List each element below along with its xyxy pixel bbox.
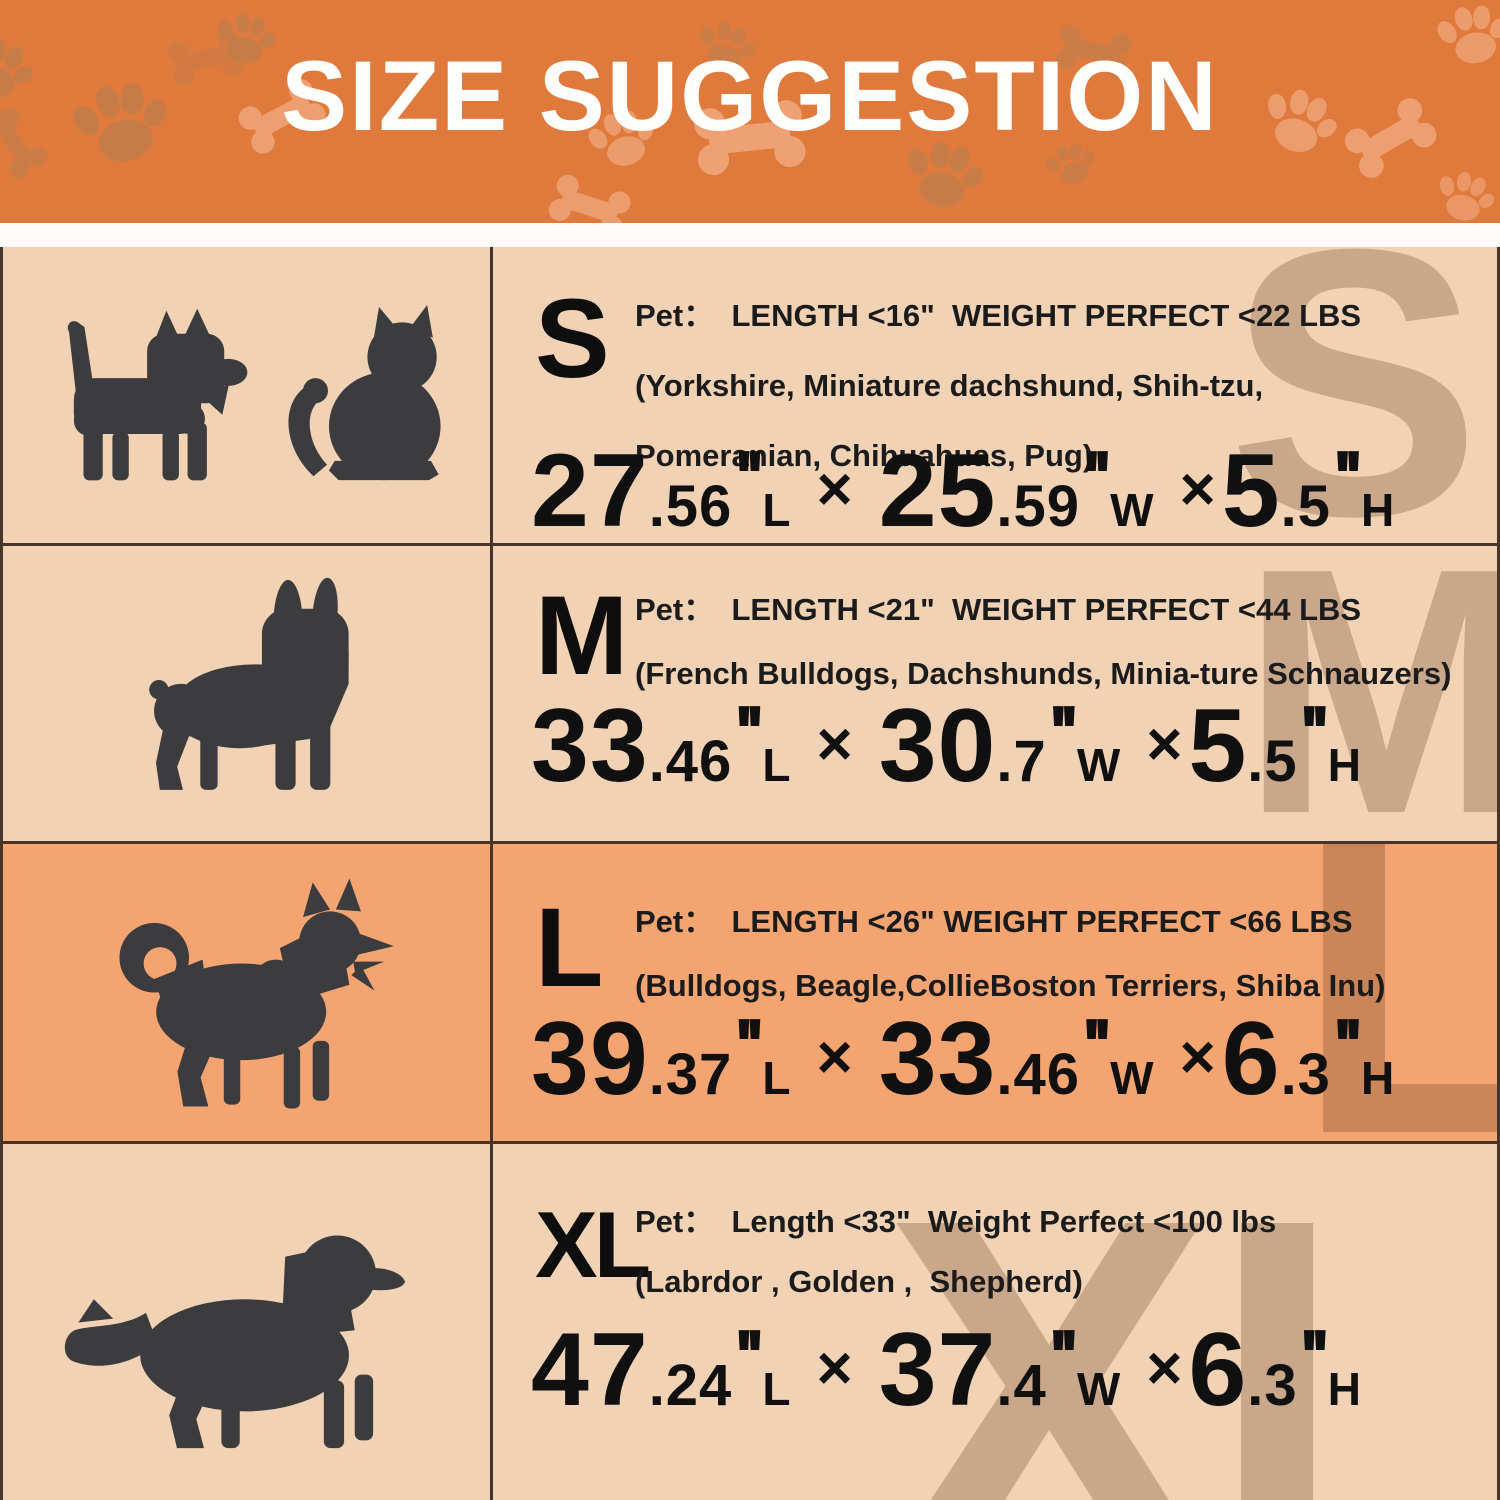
- size-letter: M: [535, 573, 628, 698]
- multiply-sign: ×: [1179, 455, 1216, 524]
- golden-retriever-icon: [61, 1189, 433, 1455]
- pet-spec-line: (Yorkshire, Miniature dachshund, Shih-tz…: [635, 368, 1264, 403]
- dimension-value: 6.3'' H: [1221, 1001, 1395, 1117]
- size-letter: S: [535, 276, 610, 401]
- bed-dimensions-line: 27.56'' L × 25.59'' W ×5.5'' H: [531, 439, 1489, 544]
- multiply-sign: ×: [1146, 1334, 1183, 1403]
- pet-silhouette-cell: [3, 1144, 493, 1500]
- multiply-sign: ×: [816, 1023, 853, 1092]
- multiply-sign: ×: [1179, 1023, 1216, 1092]
- pet-silhouette-cell: [3, 844, 493, 1141]
- multiply-sign: ×: [816, 1334, 853, 1403]
- dimension-value: 33.46'' L: [531, 688, 791, 804]
- size-letter: L: [535, 885, 603, 1010]
- pet-spec-lines: Pet： Length <33" Weight Perfect <100 lbs…: [635, 1192, 1276, 1312]
- multiply-sign: ×: [816, 455, 853, 524]
- dimension-value: 5.5'' H: [1221, 433, 1395, 544]
- pet-spec-line: Pet： Length <33" Weight Perfect <100 lbs: [635, 1204, 1277, 1239]
- pet-spec-line: Pet： LENGTH <21" WEIGHT PERFECT <44 LBS: [635, 592, 1362, 627]
- shiba-inu-icon: [94, 865, 399, 1121]
- size-info-cell: XL Pet： Length <33" Weight Perfect <100 …: [493, 1144, 1497, 1500]
- pet-silhouette-cell: [3, 247, 493, 543]
- pet-spec-line: Pet： LENGTH <26" WEIGHT PERFECT <66 LBS: [635, 904, 1353, 939]
- size-row: L L Pet： LENGTH <26" WEIGHT PERFECT <66 …: [3, 841, 1497, 1141]
- dimension-value: 5.5'' H: [1188, 688, 1361, 804]
- pet-silhouette-cell: [3, 546, 493, 841]
- multiply-sign: ×: [1146, 710, 1183, 779]
- multiply-sign: ×: [816, 710, 853, 779]
- dimension-value: 27.56'' L: [531, 433, 791, 544]
- pet-spec-lines: Pet： LENGTH <26" WEIGHT PERFECT <66 LBS (…: [635, 890, 1385, 1018]
- header-divider-strip: [0, 223, 1500, 247]
- dimension-value: 33.46'' W: [878, 1001, 1154, 1117]
- pet-spec-lines: Pet： LENGTH <16" WEIGHT PERFECT <22 LBS (…: [635, 281, 1361, 491]
- size-row: S S Pet： LENGTH <16" WEIGHT PERFECT <22 …: [3, 247, 1497, 543]
- bed-dimensions-line: 39.37'' L × 33.46'' W ×6.3'' H: [531, 1007, 1489, 1112]
- size-row: M M Pet： LENGTH <21" WEIGHT PERFECT <44 …: [3, 543, 1497, 841]
- size-info-cell: S Pet： LENGTH <16" WEIGHT PERFECT <22 LB…: [493, 247, 1497, 543]
- pet-spec-line: (French Bulldogs, Dachshunds, Minia-ture…: [635, 656, 1452, 691]
- dimension-value: 47.24'' L: [531, 1312, 791, 1428]
- size-info-cell: L Pet： LENGTH <26" WEIGHT PERFECT <66 LB…: [493, 844, 1497, 1141]
- bed-dimensions-line: 33.46'' L × 30.7'' W ×5.5'' H: [531, 694, 1489, 799]
- westie-dog-icon: [39, 301, 261, 489]
- dimension-value: 6.3'' H: [1188, 1312, 1361, 1428]
- size-letter: XL: [535, 1192, 651, 1297]
- size-table: S S Pet： LENGTH <16" WEIGHT PERFECT <22 …: [0, 247, 1500, 1500]
- pet-spec-line: (Labrdor , Golden , Shepherd): [635, 1264, 1083, 1299]
- size-info-cell: M Pet： LENGTH <21" WEIGHT PERFECT <44 LB…: [493, 546, 1497, 841]
- dimension-value: 39.37'' L: [531, 1001, 791, 1117]
- bed-dimensions-line: 47.24'' L × 37.4'' W ×6.3'' H: [531, 1318, 1489, 1423]
- pet-spec-line: Pomeranian, Chihuahuas, Pug): [635, 438, 1094, 473]
- pet-spec-line: Pet： LENGTH <16" WEIGHT PERFECT <22 LBS: [635, 298, 1362, 333]
- pet-spec-line: (Bulldogs, Beagle,CollieBoston Terriers,…: [635, 968, 1386, 1003]
- dimension-value: 25.59'' W: [878, 433, 1154, 544]
- dimension-value: 30.7'' W: [878, 688, 1121, 804]
- dimension-value: 37.4'' W: [878, 1312, 1121, 1428]
- size-row: XL XL Pet： Length <33" Weight Perfect <1…: [3, 1141, 1497, 1500]
- header-banner: SIZE SUGGESTION: [0, 0, 1500, 223]
- french-bulldog-icon: [119, 576, 375, 812]
- page-title: SIZE SUGGESTION: [281, 40, 1219, 151]
- pet-spec-lines: Pet： LENGTH <21" WEIGHT PERFECT <44 LBS (…: [635, 578, 1451, 706]
- cat-icon: [277, 301, 455, 489]
